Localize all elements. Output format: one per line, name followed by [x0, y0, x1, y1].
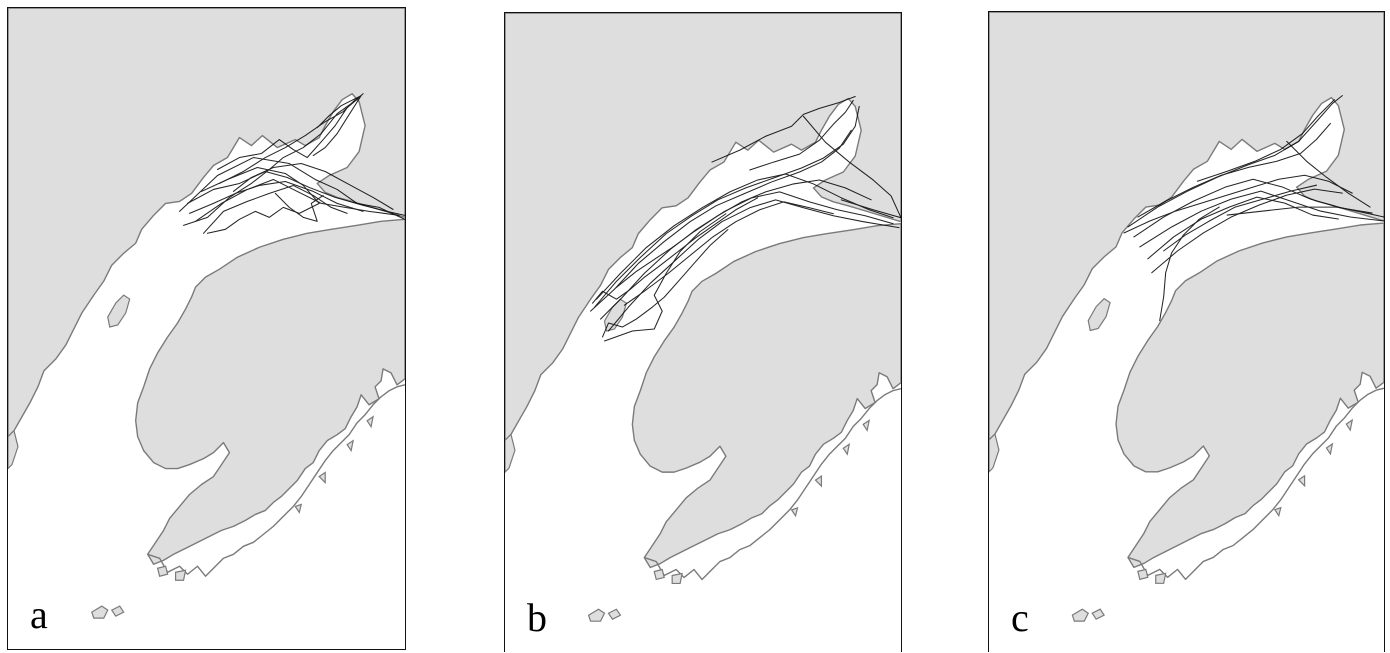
map-panel-a: a [7, 7, 406, 650]
map-panel-c: c [988, 11, 1385, 652]
map-canvas-b [505, 13, 901, 622]
map-canvas-c [989, 12, 1384, 622]
panel-label-b: b [527, 595, 547, 640]
panel-label-c: c [1011, 595, 1029, 640]
map-canvas-a [8, 8, 405, 619]
map-panel-b: b [504, 12, 902, 652]
animal-tracks-b [590, 95, 901, 342]
animal-tracks-a [179, 93, 405, 234]
animal-tracks-c [1123, 95, 1384, 322]
basemap-b [505, 13, 901, 622]
panel-label-a: a [30, 592, 48, 637]
basemap-a [8, 8, 405, 619]
basemap-c [989, 12, 1384, 622]
